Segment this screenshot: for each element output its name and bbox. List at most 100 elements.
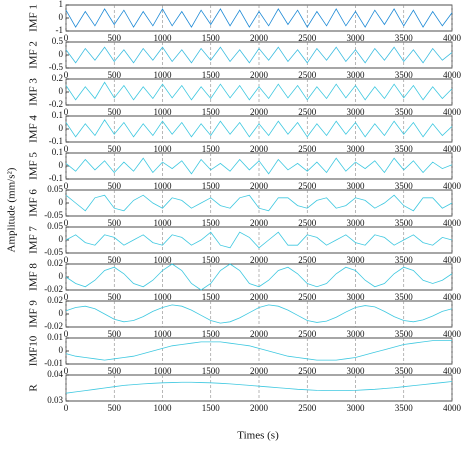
y-tick-label: 0 bbox=[59, 49, 64, 59]
signal-line bbox=[65, 194, 453, 212]
x-tick-label: 1500 bbox=[202, 366, 221, 376]
x-tick-label: 1500 bbox=[202, 292, 221, 302]
x-tick-label: 3500 bbox=[395, 329, 414, 339]
x-tick-label: 3000 bbox=[347, 107, 366, 117]
x-tick-label: 1500 bbox=[202, 255, 221, 265]
panel-label: IMF 5 bbox=[28, 152, 40, 180]
y-tick-label: -0.5 bbox=[49, 62, 64, 72]
y-tick-label: 0 bbox=[59, 197, 64, 207]
y-tick-label: 0.1 bbox=[52, 147, 63, 157]
panel-label: IMF 9 bbox=[28, 300, 40, 328]
x-tick-label: 3000 bbox=[347, 292, 366, 302]
x-tick-label: 4000 bbox=[443, 218, 462, 228]
signal-line bbox=[65, 304, 453, 324]
panel-label: IMF 4 bbox=[28, 115, 40, 143]
x-tick-label: 1500 bbox=[202, 107, 221, 117]
x-tick-label: 2000 bbox=[250, 144, 269, 154]
y-tick-label: 0.04 bbox=[47, 369, 63, 379]
x-tick-label: 500 bbox=[108, 366, 122, 376]
x-axis-title: Times (s) bbox=[237, 430, 279, 442]
x-tick-label: 1000 bbox=[154, 255, 173, 265]
x-tick-label: 4000 bbox=[443, 70, 462, 80]
x-tick-label: 0 bbox=[64, 366, 69, 376]
x-tick-label: 3000 bbox=[347, 255, 366, 265]
y-tick-label: 0 bbox=[59, 345, 64, 355]
x-tick-label: 4000 bbox=[443, 181, 462, 191]
y-tick-label: 0.02 bbox=[47, 295, 63, 305]
x-tick-label: 4000 bbox=[443, 33, 462, 43]
y-tick-label: 0 bbox=[59, 234, 64, 244]
x-tick-label: 1000 bbox=[154, 33, 173, 43]
x-tick-label: 1000 bbox=[154, 70, 173, 80]
x-tick-label: 2000 bbox=[250, 329, 269, 339]
y-tick-label: -0.1 bbox=[49, 173, 63, 183]
x-tick-label: 4000 bbox=[443, 107, 462, 117]
x-tick-label: 0 bbox=[64, 329, 69, 339]
x-tick-label: 2000 bbox=[250, 292, 269, 302]
x-tick-label: 2500 bbox=[298, 144, 317, 154]
x-tick-label: 500 bbox=[108, 144, 122, 154]
x-tick-label: 3000 bbox=[347, 33, 366, 43]
x-tick-label: 0 bbox=[64, 144, 69, 154]
y-tick-label: 0.2 bbox=[52, 73, 63, 83]
x-tick-label: 3500 bbox=[395, 70, 414, 80]
y-tick-label: -0.02 bbox=[44, 321, 63, 331]
x-tick-label: 500 bbox=[108, 403, 122, 413]
x-tick-label: 2500 bbox=[298, 70, 317, 80]
y-tick-label: 0 bbox=[59, 123, 64, 133]
y-tick-label: 0.02 bbox=[47, 258, 63, 268]
y-tick-label: 0 bbox=[59, 308, 64, 318]
x-tick-label: 1500 bbox=[202, 144, 221, 154]
y-tick-label: 0.03 bbox=[47, 395, 63, 405]
x-tick-label: 3500 bbox=[395, 366, 414, 376]
x-tick-label: 0 bbox=[64, 255, 69, 265]
x-tick-label: 1500 bbox=[202, 403, 221, 413]
y-tick-label: -0.1 bbox=[49, 136, 63, 146]
y-axis-title: Amplitude (mm/s²) bbox=[6, 167, 18, 252]
signal-line bbox=[65, 119, 453, 138]
x-tick-label: 2000 bbox=[250, 255, 269, 265]
x-tick-label: 2500 bbox=[298, 292, 317, 302]
x-tick-label: 1000 bbox=[154, 107, 173, 117]
x-tick-label: 2500 bbox=[298, 107, 317, 117]
panel-label: IMF 2 bbox=[28, 41, 40, 69]
x-tick-label: 500 bbox=[108, 255, 122, 265]
y-tick-label: 0 bbox=[59, 86, 64, 96]
x-tick-label: 1000 bbox=[154, 218, 173, 228]
x-tick-label: 500 bbox=[108, 329, 122, 339]
y-tick-label: 0.05 bbox=[47, 221, 63, 231]
x-tick-label: 3000 bbox=[347, 329, 366, 339]
y-tick-label: -0.05 bbox=[44, 247, 63, 257]
x-tick-label: 1000 bbox=[154, 329, 173, 339]
x-tick-label: 0 bbox=[64, 33, 69, 43]
x-tick-label: 0 bbox=[64, 107, 69, 117]
y-tick-label: 0.1 bbox=[52, 110, 63, 120]
x-tick-label: 500 bbox=[108, 70, 122, 80]
panel-label: R bbox=[28, 384, 40, 392]
signal-line bbox=[65, 263, 453, 291]
y-tick-label: -1 bbox=[56, 25, 64, 35]
x-tick-label: 2000 bbox=[250, 33, 269, 43]
signal-line bbox=[65, 381, 453, 394]
x-tick-label: 3500 bbox=[395, 292, 414, 302]
x-tick-label: 1500 bbox=[202, 70, 221, 80]
x-tick-label: 2500 bbox=[298, 218, 317, 228]
x-tick-label: 0 bbox=[64, 70, 69, 80]
x-tick-label: 4000 bbox=[443, 329, 462, 339]
x-tick-label: 3500 bbox=[395, 218, 414, 228]
x-tick-label: 2000 bbox=[250, 218, 269, 228]
x-tick-label: 3500 bbox=[395, 144, 414, 154]
x-tick-label: 500 bbox=[108, 292, 122, 302]
y-tick-label: 0 bbox=[59, 271, 64, 281]
panel-label: IMF 6 bbox=[28, 189, 40, 217]
panel-label: IMF 8 bbox=[28, 263, 40, 291]
x-tick-label: 1500 bbox=[202, 181, 221, 191]
x-tick-label: 3500 bbox=[395, 403, 414, 413]
signal-line bbox=[65, 157, 453, 175]
x-tick-label: 2500 bbox=[298, 181, 317, 191]
x-tick-label: 1000 bbox=[154, 366, 173, 376]
x-tick-label: 2500 bbox=[298, 33, 317, 43]
x-tick-label: 3500 bbox=[395, 255, 414, 265]
x-tick-label: 0 bbox=[64, 181, 69, 191]
x-tick-label: 1000 bbox=[154, 144, 173, 154]
